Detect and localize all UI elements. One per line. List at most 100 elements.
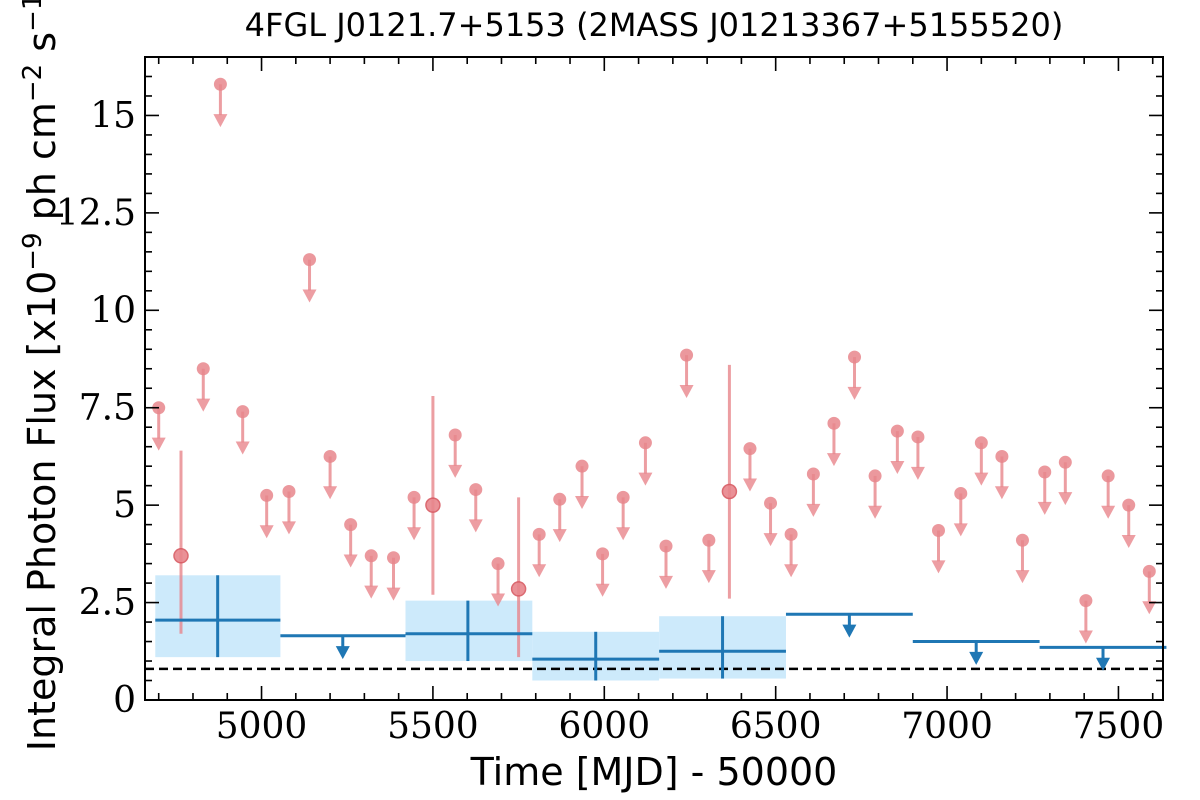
axis-ticks: 5000 5500 6000 6500 7000 7500 0 2.5 5 7.5 10 12.5 15 (56, 57, 1164, 747)
fine-upper-limit-arrowhead (595, 583, 610, 597)
x-tick-label: 6000 (558, 706, 650, 747)
fine-upper-limit-point (995, 449, 1009, 463)
coarse-upper-limit-arrowhead (335, 646, 350, 660)
fine-upper-limit-arrowhead (532, 564, 547, 578)
x-tick-label: 7500 (1073, 706, 1165, 747)
fine-upper-limit-arrowhead (974, 472, 989, 486)
fine-upper-limit-arrowhead (784, 564, 799, 578)
coarse-upper-limit-arrowhead (1096, 657, 1111, 671)
fine-upper-limit-arrowhead (994, 486, 1009, 500)
fine-upper-limit-point (638, 436, 652, 450)
fine-detection-point (173, 548, 189, 564)
fine-upper-limit-point (974, 436, 988, 450)
fine-upper-limit-point (364, 549, 378, 563)
fine-upper-limit-point (616, 490, 630, 504)
y-tick-label: 7.5 (79, 388, 136, 429)
fine-upper-limit-point (868, 469, 882, 483)
fine-upper-limit-point (659, 539, 673, 553)
fine-upper-limit-point (784, 527, 798, 541)
fine-upper-limit-arrowhead (931, 560, 946, 574)
fine-upper-limit-arrowhead (1142, 601, 1157, 615)
fine-upper-limit-point (344, 518, 358, 532)
coarse-upper-limit-arrowhead (842, 624, 857, 638)
x-tick-label: 5500 (387, 706, 479, 747)
fine-upper-limit-point (387, 551, 401, 565)
fine-upper-limit-point (323, 449, 337, 463)
fine-upper-limit-arrowhead (679, 384, 694, 398)
fine-upper-limit-point (553, 492, 567, 506)
fine-upper-limit-arrowhead (1015, 570, 1030, 584)
coarse-upper-limit-arrowhead (969, 651, 984, 665)
fine-upper-limit-arrowhead (302, 289, 317, 303)
fine-upper-limit-point (1015, 533, 1029, 547)
fine-detection-point (425, 497, 441, 513)
fine-upper-limit-point (848, 350, 862, 364)
y-label-s: s (20, 32, 64, 64)
fine-upper-limit-arrowhead (701, 570, 716, 584)
fine-upper-limit-point (575, 459, 589, 473)
y-label-exp1: −9 (18, 232, 48, 270)
fine-upper-limit-point (890, 424, 904, 438)
fine-upper-limit-point (469, 483, 483, 497)
y-tick-label: 12.5 (56, 193, 136, 234)
fine-upper-limit-point (1038, 465, 1052, 479)
fine-upper-limit-point (702, 533, 716, 547)
fine-upper-limit-arrowhead (235, 441, 250, 455)
fine-upper-limit-point (680, 348, 694, 362)
fine-upper-limit-arrowhead (364, 585, 379, 599)
fine-upper-limit-point (1101, 469, 1115, 483)
fine-upper-limit-point (911, 430, 925, 444)
fine-upper-limit-arrowhead (1058, 492, 1073, 506)
fine-upper-limit-arrowhead (868, 505, 883, 519)
fine-upper-limit-arrowhead (1101, 505, 1116, 519)
fine-upper-limit-arrowhead (151, 437, 166, 451)
fine-bin-series (151, 77, 1157, 658)
x-tick-label: 7000 (901, 706, 993, 747)
fine-upper-limit-point (827, 416, 841, 430)
fine-upper-limit-point (532, 527, 546, 541)
fine-upper-limit-point (260, 488, 274, 502)
fine-upper-limit-arrowhead (1078, 630, 1093, 644)
fine-upper-limit-point (954, 486, 968, 500)
fine-upper-limit-point (213, 77, 227, 91)
fine-upper-limit-point (596, 547, 610, 561)
x-tick-label: 6500 (730, 706, 822, 747)
fine-upper-limit-point (1079, 594, 1093, 608)
y-tick-label: 0 (113, 680, 136, 721)
fine-upper-limit-point (1122, 498, 1136, 512)
fine-upper-limit-arrowhead (552, 529, 567, 543)
chart-title: 4FGL J0121.7+5153 (2MASS J01213367+51555… (244, 6, 1064, 44)
y-tick-label: 10 (90, 290, 136, 331)
y-tick-label: 2.5 (79, 583, 136, 624)
fine-upper-limit-arrowhead (386, 587, 401, 601)
fine-detection-point (510, 581, 527, 597)
fine-upper-limit-arrowhead (323, 486, 338, 500)
fine-upper-limit-arrowhead (343, 554, 358, 568)
y-label-mid: ph cm (20, 102, 64, 232)
plot-frame (144, 56, 1164, 701)
fine-upper-limit-point (448, 428, 462, 442)
y-tick-label: 5 (113, 485, 136, 526)
fine-upper-limit-arrowhead (616, 527, 631, 541)
fine-upper-limit-arrowhead (847, 386, 862, 400)
fine-upper-limit-arrowhead (448, 464, 463, 478)
x-axis-label: Time [MJD] - 50000 (470, 750, 838, 794)
fine-upper-limit-arrowhead (196, 398, 211, 412)
fine-upper-limit-point (743, 442, 757, 456)
y-axis-label: Integral Photon Flux [x10−9 ph cm−2 s−1] (18, 0, 64, 751)
fine-upper-limit-arrowhead (806, 503, 821, 517)
fine-upper-limit-point (282, 485, 296, 499)
fine-upper-limit-point (236, 405, 250, 419)
fine-upper-limit-arrowhead (575, 496, 590, 510)
fine-upper-limit-arrowhead (826, 453, 841, 467)
fine-upper-limit-arrowhead (407, 527, 422, 541)
fine-upper-limit-arrowhead (910, 466, 925, 480)
x-tick-label: 5000 (216, 706, 308, 747)
y-label-prefix: Integral Photon Flux [x10 (20, 271, 64, 752)
fine-upper-limit-arrowhead (259, 525, 274, 539)
fine-upper-limit-arrowhead (491, 593, 506, 607)
fine-upper-limit-arrowhead (213, 114, 228, 128)
fine-upper-limit-point (806, 467, 820, 481)
y-label-exp2: −2 (18, 64, 48, 102)
